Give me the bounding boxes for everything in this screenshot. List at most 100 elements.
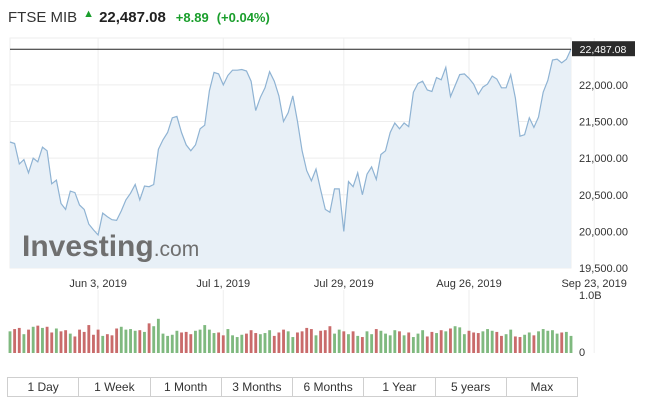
volume-tick-label: 0 bbox=[579, 347, 585, 359]
volume-bar bbox=[337, 329, 341, 353]
volume-bar bbox=[300, 331, 304, 353]
volume-bar bbox=[272, 335, 276, 353]
range-tab[interactable]: 6 Months bbox=[293, 378, 365, 396]
volume-bar bbox=[282, 329, 285, 353]
volume-bar bbox=[328, 326, 332, 353]
volume-bar bbox=[319, 330, 323, 353]
volume-bar bbox=[22, 334, 26, 353]
volume-bar bbox=[133, 330, 137, 353]
volume-bar bbox=[518, 337, 522, 353]
range-tab[interactable]: 5 years bbox=[436, 378, 507, 396]
volume-bar bbox=[462, 334, 466, 353]
last-price: 22,487.08 bbox=[99, 8, 166, 26]
volume-bar bbox=[296, 332, 299, 353]
volume-bar bbox=[305, 327, 309, 353]
volume-bar bbox=[416, 333, 420, 353]
volume-bar bbox=[235, 337, 239, 353]
volume-bar bbox=[555, 333, 559, 353]
volume-bar bbox=[143, 331, 146, 353]
volume-bar bbox=[221, 335, 225, 353]
volume-bar bbox=[388, 335, 392, 353]
volume-bar bbox=[198, 329, 202, 353]
range-selector: 1 Day 1 Week 1 Month 3 Months 6 Months 1 Year… bbox=[7, 377, 578, 397]
volume-bar bbox=[245, 333, 248, 353]
volume-bar bbox=[240, 334, 244, 353]
last-price-badge bbox=[572, 41, 635, 57]
volume-bar bbox=[430, 331, 434, 353]
volume-bar bbox=[523, 334, 527, 353]
range-tab[interactable]: 1 Month bbox=[151, 378, 222, 396]
volume-bar bbox=[421, 330, 425, 353]
volume-bar bbox=[73, 336, 77, 353]
last-price-label: 22,487.08 bbox=[580, 44, 627, 56]
volume-bar bbox=[129, 329, 132, 353]
watermark: Investing.com bbox=[22, 230, 199, 263]
volume-bar bbox=[481, 331, 485, 353]
volume-bar bbox=[411, 337, 415, 353]
volume-bar bbox=[184, 331, 188, 353]
price-change-percent: (+0.04%) bbox=[216, 9, 270, 25]
volume-bar bbox=[92, 334, 95, 353]
volume-bar bbox=[356, 335, 360, 353]
range-tab[interactable]: Max bbox=[530, 380, 554, 394]
volume-bar bbox=[360, 337, 364, 353]
volume-bar bbox=[138, 330, 142, 353]
price-change: +8.89 bbox=[175, 9, 209, 25]
volume-bar bbox=[64, 330, 68, 353]
range-tab[interactable]: 1 Week bbox=[79, 378, 151, 396]
volume-bar bbox=[472, 332, 476, 353]
price-chart[interactable]: 19,500.00 20,000.00 20,500.00 21,000.00 21,5… bbox=[0, 0, 647, 372]
volume-bar bbox=[458, 327, 462, 353]
volume-bar bbox=[170, 334, 174, 353]
x-tick-label: Jul 1, 2019 bbox=[196, 278, 250, 290]
volume-bar bbox=[8, 331, 12, 353]
range-tab[interactable]: 1 Day bbox=[8, 378, 80, 396]
x-tick-label: Sep 23, 2019 bbox=[561, 278, 626, 290]
volume-bar bbox=[82, 331, 86, 353]
volume-bar bbox=[495, 331, 499, 353]
y-tick-label: 19,500.00 bbox=[579, 263, 628, 275]
volume-bar bbox=[226, 329, 230, 353]
volume-bar bbox=[105, 334, 109, 353]
volume-bar bbox=[407, 332, 411, 353]
volume-bar bbox=[156, 318, 160, 353]
volume-bar bbox=[50, 332, 54, 353]
volume-bar bbox=[254, 333, 258, 353]
x-tick-label: Aug 26, 2019 bbox=[436, 278, 501, 290]
volume-bar bbox=[41, 327, 44, 353]
range-tab[interactable]: 1 Year bbox=[364, 378, 436, 396]
volume-bar bbox=[564, 331, 568, 353]
y-tick-label: 20,500.00 bbox=[579, 190, 628, 202]
volume-bar bbox=[291, 337, 295, 353]
volume-bar bbox=[486, 329, 489, 353]
volume-bar bbox=[379, 330, 383, 353]
volume-bar bbox=[467, 330, 471, 353]
volume-bar bbox=[537, 331, 540, 353]
price-line bbox=[9, 48, 572, 237]
volume-bar bbox=[189, 334, 193, 353]
volume-bar bbox=[435, 333, 438, 353]
volume-bar bbox=[314, 335, 318, 353]
volume-bar bbox=[212, 333, 216, 353]
volume-bar bbox=[541, 329, 545, 353]
volume-bar bbox=[161, 333, 165, 353]
quote-header: FTSE MIB ▲ 22,487.08 +8.89 (+0.04%) bbox=[8, 6, 270, 28]
volume-bar bbox=[268, 330, 272, 353]
volume-bar bbox=[309, 329, 313, 353]
volume-bar bbox=[347, 334, 350, 353]
volume-bar bbox=[490, 330, 494, 353]
volume-bar bbox=[101, 335, 105, 353]
volume-bar bbox=[323, 330, 327, 353]
volume-bar bbox=[119, 326, 123, 353]
volume-bar bbox=[27, 329, 30, 353]
volume-bar bbox=[36, 325, 40, 353]
volume-bar bbox=[217, 332, 221, 353]
volume-bar bbox=[263, 333, 267, 353]
volume-bar bbox=[384, 333, 387, 353]
volume-bar bbox=[87, 325, 91, 353]
range-tab[interactable]: 3 Months bbox=[222, 378, 293, 396]
volume-bar bbox=[249, 330, 253, 353]
volume-bar bbox=[333, 333, 336, 353]
volume-bar bbox=[194, 330, 197, 353]
volume-bar bbox=[342, 331, 346, 353]
